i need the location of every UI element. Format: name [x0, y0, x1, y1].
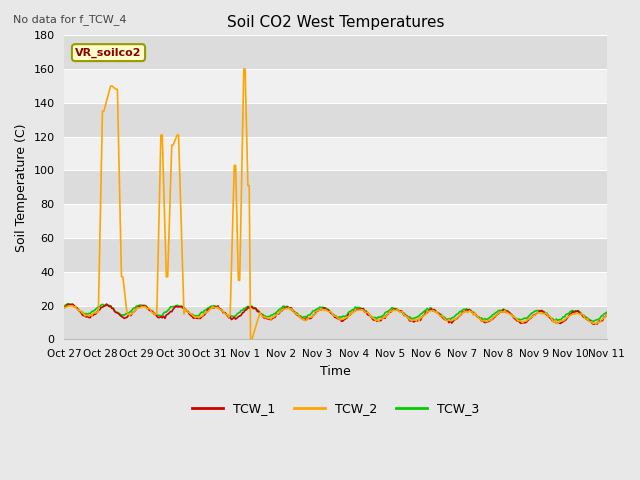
TCW_1 [453, 316, 461, 322]
TCW_2 [61, 305, 68, 311]
Bar [65, 103, 607, 137]
Legend: TCW_1, TCW_2, TCW_3: TCW_1, TCW_2, TCW_3 [186, 397, 484, 420]
Bar [65, 69, 607, 103]
TCW_3 [65, 301, 72, 307]
Text: VR_soilco2: VR_soilco2 [76, 48, 141, 58]
TCW_1 [591, 321, 598, 327]
Bar [65, 272, 607, 306]
TCW_3 [603, 310, 611, 315]
TCW_3 [127, 309, 135, 314]
TCW_2 [278, 308, 285, 313]
TCW_1 [276, 308, 284, 314]
TCW_3 [589, 319, 597, 324]
TCW_3 [456, 309, 464, 314]
Line: TCW_3: TCW_3 [65, 304, 607, 322]
TCW_2 [237, 207, 245, 213]
Bar [65, 238, 607, 272]
Bar [65, 36, 607, 69]
TCW_1 [61, 304, 68, 310]
TCW_3 [239, 308, 246, 313]
TCW_2 [240, 66, 248, 72]
TCW_3 [276, 306, 284, 312]
TCW_1 [603, 312, 611, 317]
TCW_2 [603, 312, 611, 318]
Line: TCW_1: TCW_1 [65, 304, 607, 324]
TCW_2 [458, 311, 465, 317]
TCW_1 [102, 301, 110, 307]
TCW_1 [403, 313, 411, 319]
Bar [65, 137, 607, 170]
TCW_1 [127, 312, 135, 318]
TCW_2 [404, 315, 412, 321]
Bar [65, 170, 607, 204]
TCW_1 [456, 313, 464, 319]
Text: No data for f_TCW_4: No data for f_TCW_4 [13, 14, 126, 25]
TCW_2 [454, 314, 462, 320]
TCW_2 [126, 312, 134, 318]
Bar [65, 306, 607, 339]
TCW_3 [61, 303, 68, 309]
Line: TCW_2: TCW_2 [65, 69, 607, 339]
X-axis label: Time: Time [320, 365, 351, 378]
TCW_1 [239, 310, 246, 316]
TCW_3 [403, 313, 411, 319]
Title: Soil CO2 West Temperatures: Soil CO2 West Temperatures [227, 15, 444, 30]
TCW_3 [453, 311, 461, 317]
TCW_2 [247, 336, 255, 342]
Bar [65, 204, 607, 238]
Y-axis label: Soil Temperature (C): Soil Temperature (C) [15, 123, 28, 252]
